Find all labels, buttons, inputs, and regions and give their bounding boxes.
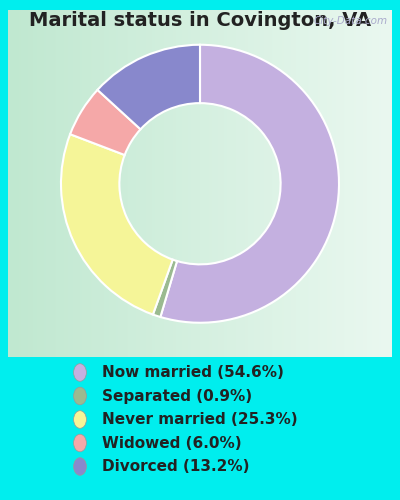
- Wedge shape: [160, 45, 339, 322]
- Text: Divorced (13.2%): Divorced (13.2%): [102, 459, 250, 474]
- Wedge shape: [70, 90, 140, 155]
- Text: Separated (0.9%): Separated (0.9%): [102, 388, 252, 404]
- Wedge shape: [98, 45, 200, 130]
- Text: Now married (54.6%): Now married (54.6%): [102, 365, 284, 380]
- Wedge shape: [61, 134, 173, 314]
- Text: Widowed (6.0%): Widowed (6.0%): [102, 436, 242, 450]
- Wedge shape: [153, 260, 177, 317]
- Text: Never married (25.3%): Never married (25.3%): [102, 412, 298, 427]
- Text: Marital status in Covington, VA: Marital status in Covington, VA: [29, 11, 371, 30]
- Text: City-Data.com: City-Data.com: [314, 16, 388, 26]
